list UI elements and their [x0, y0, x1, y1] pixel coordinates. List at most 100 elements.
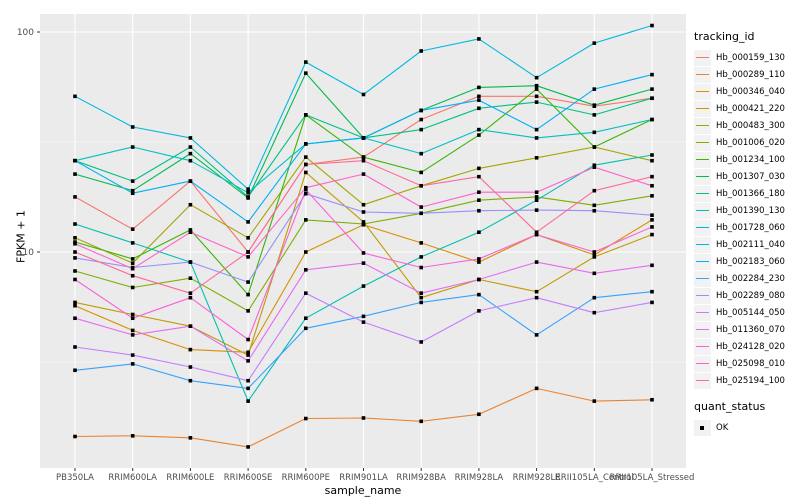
data-point-marker: [304, 113, 308, 117]
legend-line-key: [694, 185, 711, 202]
data-point-marker: [73, 241, 77, 246]
data-point-marker: [73, 368, 77, 373]
data-point-marker: [246, 386, 250, 391]
data-point-marker: [304, 60, 308, 64]
legend-item-Hb_001390_130: Hb_001390_130: [694, 202, 798, 219]
data-point-marker: [130, 179, 135, 183]
data-point-marker: [246, 292, 250, 297]
data-point-marker: [477, 166, 481, 171]
data-point-marker: [361, 210, 366, 214]
data-point-marker: [73, 250, 77, 254]
legend-item-Hb_001366_180: Hb_001366_180: [694, 185, 798, 202]
legend-item-Hb_025098_010: Hb_025098_010: [694, 355, 798, 372]
legend-item-label: Hb_011360_070: [716, 324, 785, 335]
data-point-marker: [361, 251, 366, 255]
data-point-marker: [361, 220, 366, 224]
legend-item-label: OK: [716, 422, 729, 433]
data-point-marker: [361, 202, 366, 207]
legend-item-label: Hb_002111_040: [716, 239, 785, 250]
data-point-marker: [477, 37, 481, 41]
data-point-marker: [534, 198, 539, 202]
legend-item-label: Hb_002289_080: [716, 290, 785, 301]
data-point-marker: [246, 359, 250, 363]
legend-item-label: Hb_001307_030: [716, 171, 785, 182]
data-point-marker: [188, 145, 193, 149]
data-point-marker: [188, 295, 193, 300]
data-point-marker: [534, 156, 539, 160]
legend-item-label: Hb_025194_100: [716, 375, 785, 386]
data-point-marker: [592, 250, 597, 254]
data-point-marker: [73, 172, 77, 176]
y-tick-label: 10: [23, 248, 35, 258]
data-point-marker: [130, 241, 135, 245]
legend-line-key: [694, 236, 711, 253]
data-point-marker: [304, 191, 308, 196]
data-point-marker: [130, 333, 135, 337]
data-point-marker: [650, 289, 654, 294]
data-point-marker: [419, 183, 423, 188]
legend-line-key: [694, 66, 711, 83]
data-point-marker: [304, 71, 308, 75]
legend-line-key: [694, 270, 711, 287]
data-point-marker: [130, 145, 135, 149]
x-tick-label: RRII105LA_Control: [555, 473, 634, 483]
data-point-marker: [592, 208, 597, 213]
data-point-marker: [592, 310, 597, 315]
legend-item-label: Hb_002183_060: [716, 256, 785, 267]
x-tick-label: RRII105LA_Stressed: [610, 473, 695, 483]
legend-line-key: [694, 100, 711, 117]
data-point-marker: [534, 127, 539, 132]
data-point-marker: [361, 155, 366, 159]
data-point-marker: [304, 187, 308, 192]
data-point-marker: [73, 94, 77, 99]
data-point-marker: [188, 436, 193, 440]
data-point-marker: [592, 145, 597, 149]
legend-line-key: [694, 355, 711, 372]
data-point-marker: [534, 208, 539, 212]
legend-tracking-items: Hb_000159_130 Hb_000289_110 Hb_000346_040 H…: [694, 49, 798, 389]
data-point-marker: [477, 94, 481, 99]
data-point-marker: [73, 300, 77, 305]
data-point-marker: [246, 250, 250, 254]
x-tick-label: RRIM901LA: [339, 473, 388, 483]
x-tick-label: RRIM928LA: [455, 473, 504, 483]
data-point-marker: [246, 350, 250, 355]
data-point-marker: [650, 263, 654, 268]
data-point-marker: [592, 253, 597, 257]
data-point-marker: [592, 165, 597, 169]
data-point-marker: [130, 261, 135, 265]
data-point-marker: [130, 191, 135, 196]
data-point-marker: [73, 256, 77, 260]
legend-item-Hb_002183_060: Hb_002183_060: [694, 253, 798, 270]
legend-line-key: [694, 168, 711, 185]
legend-quant-status: quant_status OK: [694, 400, 798, 436]
data-point-marker: [650, 87, 654, 91]
data-point-marker: [592, 255, 597, 259]
data-point-marker: [246, 255, 250, 259]
data-point-marker: [304, 268, 308, 272]
data-point-marker: [188, 365, 193, 369]
data-point-marker: [188, 158, 193, 163]
data-point-marker: [419, 340, 423, 344]
data-point-marker: [650, 117, 654, 122]
data-point-marker: [73, 316, 77, 321]
data-point-marker: [188, 228, 193, 232]
legend-item-Hb_001728_060: Hb_001728_060: [694, 219, 798, 236]
data-point-marker: [650, 218, 654, 222]
data-point-marker: [246, 399, 250, 403]
legend-quant-title: quant_status: [694, 400, 766, 413]
data-point-marker: [477, 98, 481, 102]
data-point-marker: [361, 320, 366, 324]
legend-item-Hb_024128_020: Hb_024128_020: [694, 338, 798, 355]
data-point-marker: [650, 174, 654, 179]
legend-line-key: [694, 219, 711, 236]
data-point-marker: [130, 316, 135, 321]
legend-item-label: Hb_000289_110: [716, 69, 785, 80]
data-point-marker: [361, 284, 366, 288]
data-point-marker: [73, 434, 77, 439]
data-point-marker: [188, 291, 193, 295]
data-point-marker: [592, 295, 597, 300]
data-point-marker: [477, 190, 481, 194]
data-point-marker: [419, 151, 423, 156]
